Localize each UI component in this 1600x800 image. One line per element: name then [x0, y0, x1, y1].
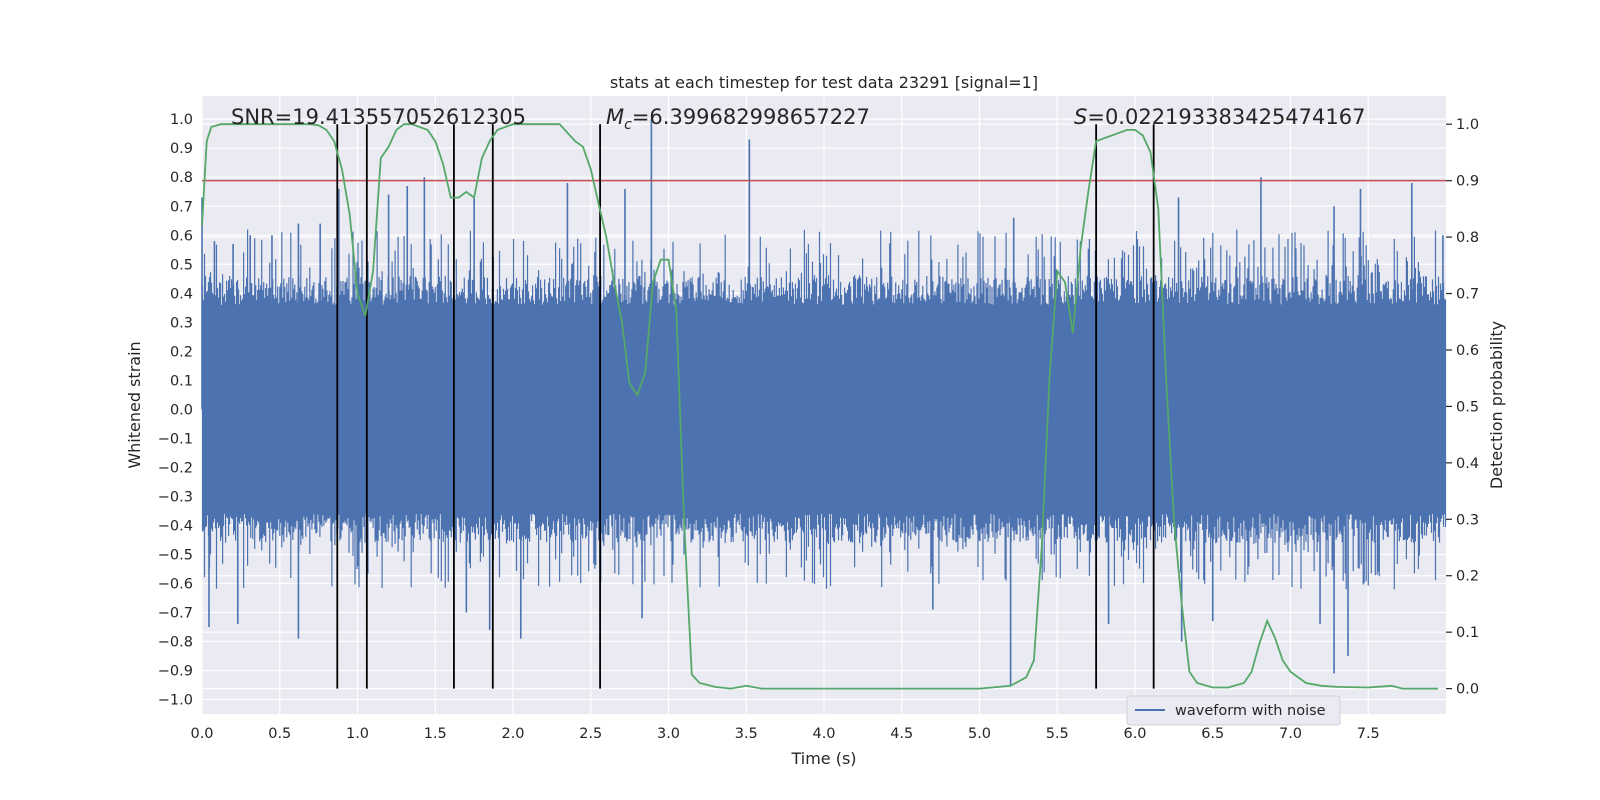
y2-tick-label: 0.3 [1456, 512, 1479, 528]
waveform-series [201, 119, 1447, 685]
y-tick-label: 0.1 [170, 373, 193, 389]
s-annotation: S=0.022193383425474167 [1074, 105, 1365, 129]
y-tick-label: 0.6 [170, 228, 193, 244]
y-tick-label: 0.0 [170, 402, 193, 418]
x-tick-label: 4.5 [890, 726, 913, 742]
x-tick-label: 0.0 [190, 726, 213, 742]
y-tick-label: 1.0 [170, 112, 193, 128]
mc-value: =6.399682998657227 [632, 105, 870, 129]
x-tick-label: 6.0 [1123, 726, 1146, 742]
y-tick-label: 0.9 [170, 141, 193, 157]
x-tick-label: 5.0 [968, 726, 991, 742]
legend: waveform with noise [1126, 695, 1341, 726]
x-axis-ticks: 0.0 0.5 1.0 1.5 2.0 2.5 3.0 3.5 4.0 4.5 5.0 5.5 6.0 6… [190, 726, 1379, 742]
y2-axis-label: Detection probability [1487, 321, 1506, 489]
y-tick-label: 0.2 [170, 344, 193, 360]
y-tick-label: −0.5 [158, 547, 193, 563]
y-axis-ticks: 1.0 0.9 0.8 0.7 0.6 0.5 0.4 0.3 0.2 0.1 0.0 −0.1 −0.… [158, 112, 193, 708]
y-tick-label: 0.7 [170, 199, 193, 215]
snr-annotation: SNR=19.413557052612305 [231, 105, 526, 129]
y-tick-label: −0.4 [158, 518, 193, 534]
chart-title: stats at each timestep for test data 232… [610, 73, 1038, 92]
y2-tick-label: 0.6 [1456, 343, 1479, 359]
y2-tick-label: 0.9 [1456, 174, 1479, 190]
mc-symbol: M [606, 105, 624, 129]
y2-tick-label: 0.5 [1456, 399, 1479, 415]
y-tick-label: 0.4 [170, 286, 193, 302]
x-tick-label: 2.5 [579, 726, 602, 742]
y-tick-label: −0.1 [158, 431, 193, 447]
mc-subscript: c [624, 117, 632, 133]
x-axis-label: Time (s) [790, 749, 856, 768]
y-tick-label: −1.0 [158, 692, 193, 708]
y2-tick-label: 0.7 [1456, 287, 1479, 303]
y-tick-label: −0.9 [158, 663, 193, 679]
x-tick-label: 7.0 [1279, 726, 1302, 742]
y2-tick-label: 0.1 [1456, 625, 1479, 641]
legend-label: waveform with noise [1175, 703, 1326, 719]
x-tick-label: 7.5 [1357, 726, 1380, 742]
mc-annotation: Mc=6.399682998657227 [606, 105, 870, 133]
x-tick-label: 2.0 [501, 726, 524, 742]
waveform-core [202, 304, 1446, 514]
detection-probability-line [201, 123, 1439, 690]
x-tick-label: 3.5 [735, 726, 758, 742]
detection-probability-series [201, 123, 1439, 690]
s-value: =0.022193383425474167 [1087, 105, 1365, 129]
x-tick-label: 3.0 [657, 726, 680, 742]
x-tick-label: 4.0 [812, 726, 835, 742]
y2-tick-label: 1.0 [1456, 117, 1479, 133]
vertical-markers [336, 124, 1155, 689]
y2-axis-ticks: 1.0 0.9 0.8 0.7 0.6 0.5 0.4 0.3 0.2 0.1 0.0 [1446, 117, 1479, 698]
y-tick-label: −0.2 [158, 460, 193, 476]
x-tick-label: 1.5 [424, 726, 447, 742]
y2-tick-label: 0.2 [1456, 569, 1479, 585]
y2-tick-label: 0.0 [1456, 682, 1479, 698]
y-axis-label: Whitened strain [125, 341, 144, 468]
y-tick-label: −0.8 [158, 634, 193, 650]
y-tick-label: 0.3 [170, 315, 193, 331]
x-tick-label: 5.5 [1046, 726, 1069, 742]
legend-box [1126, 695, 1341, 726]
y-tick-label: 0.8 [170, 170, 193, 186]
s-symbol: S [1074, 105, 1087, 129]
y2-tick-label: 0.4 [1456, 456, 1479, 472]
y-tick-label: 0.5 [170, 257, 193, 273]
y-tick-label: −0.7 [158, 605, 193, 621]
y-tick-label: −0.6 [158, 576, 193, 592]
x-tick-label: 6.5 [1201, 726, 1224, 742]
x-tick-label: 1.0 [346, 726, 369, 742]
y2-tick-label: 0.8 [1456, 230, 1479, 246]
y-tick-label: −0.3 [158, 489, 193, 505]
x-tick-label: 0.5 [268, 726, 291, 742]
